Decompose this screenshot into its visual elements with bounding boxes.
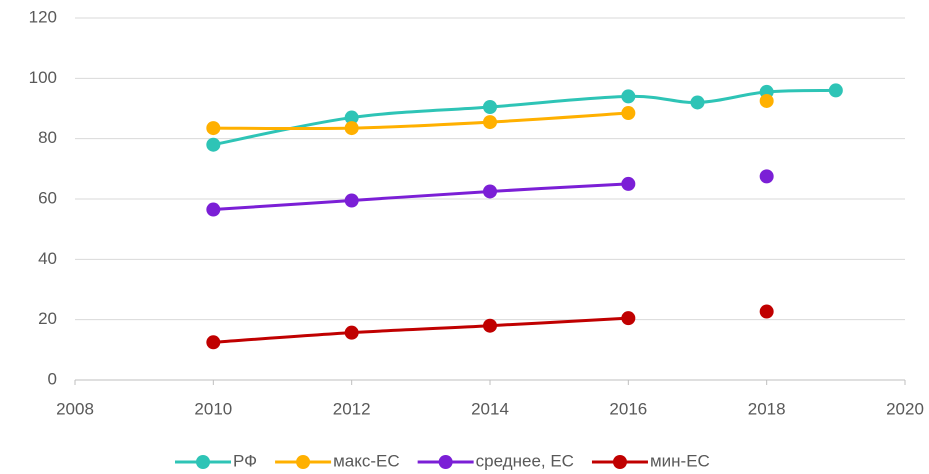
x-tick-label: 2010 (194, 399, 232, 418)
data-point (206, 121, 221, 136)
data-point (759, 93, 774, 108)
x-tick-label: 2018 (748, 399, 786, 418)
data-point (206, 137, 221, 152)
data-point (344, 193, 359, 208)
x-tick-label: 2014 (471, 399, 509, 418)
data-point (206, 202, 221, 217)
x-tick-label: 2020 (886, 399, 924, 418)
data-point (759, 304, 774, 319)
legend-label: РФ (233, 451, 257, 470)
legend-marker (296, 455, 311, 469)
data-point (621, 311, 636, 326)
data-point (621, 106, 636, 121)
legend-label: среднее, ЕС (476, 451, 574, 470)
x-tick-label: 2016 (609, 399, 647, 418)
data-point (621, 89, 636, 104)
y-tick-label: 20 (38, 309, 57, 328)
series-line (213, 88, 836, 147)
y-tick-label: 40 (38, 249, 57, 268)
data-point (759, 169, 774, 184)
series-line (213, 316, 629, 344)
data-point (828, 83, 843, 98)
data-point (483, 115, 497, 130)
data-point (483, 99, 497, 114)
data-point (690, 95, 705, 110)
series-line (213, 182, 629, 212)
data-point (344, 110, 359, 125)
x-tick-label: 2012 (333, 399, 371, 418)
data-point (483, 184, 497, 199)
data-point (344, 121, 359, 136)
data-point (483, 318, 497, 333)
y-tick-label: 0 (48, 369, 57, 388)
x-tick-label: 2008 (56, 399, 94, 418)
data-point (206, 335, 221, 350)
y-tick-label: 100 (29, 68, 57, 87)
series-line (213, 111, 629, 131)
y-tick-label: 60 (38, 188, 57, 207)
data-point (621, 176, 636, 191)
y-tick-label: 120 (29, 7, 57, 26)
y-tick-label: 80 (38, 128, 57, 147)
data-point (344, 325, 359, 340)
legend-label: макс-ЕС (333, 451, 400, 470)
legend-marker (612, 455, 627, 469)
legend-marker (438, 455, 453, 469)
legend-marker (196, 455, 210, 469)
legend-label: мин-ЕС (650, 451, 710, 470)
